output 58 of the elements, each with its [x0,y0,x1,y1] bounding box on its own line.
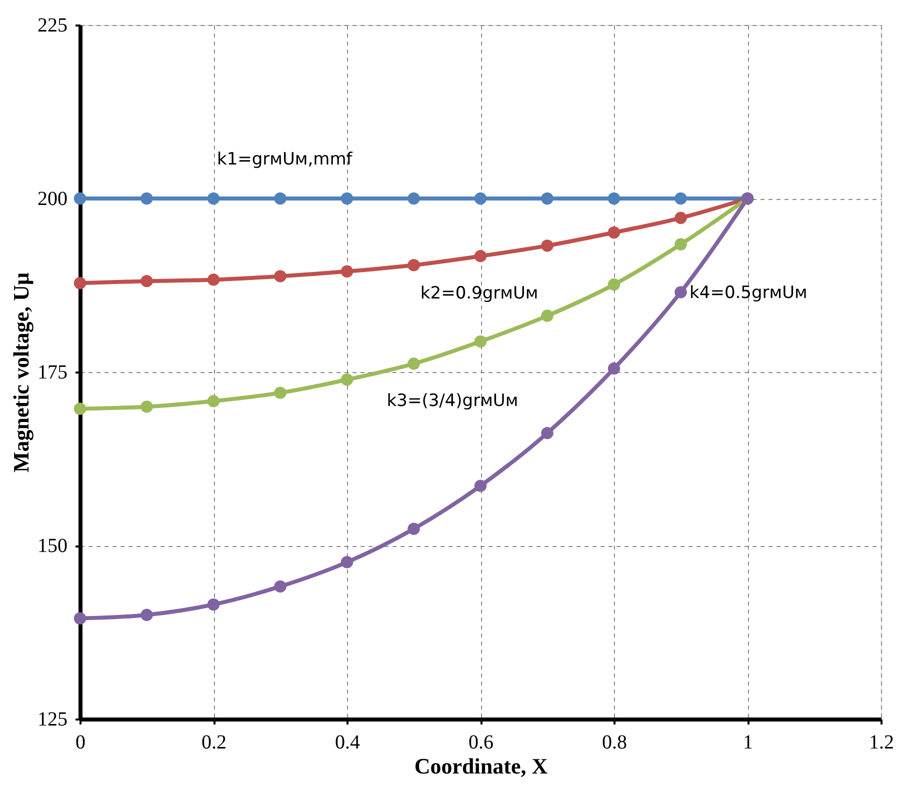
point [207,192,220,205]
y-tick-label: 175 [38,362,68,384]
y-tick-label: 150 [38,535,68,557]
point [674,192,687,205]
annotation: k3=(3/4)grмUм [386,391,518,412]
point [674,212,687,224]
point [207,274,220,286]
point [74,612,86,624]
point [474,250,487,262]
point [340,265,354,278]
point [74,192,86,205]
point [541,192,554,205]
point [274,386,286,399]
point [408,358,420,370]
point [408,522,420,535]
x-tick-label: 0.2 [202,732,226,754]
point [608,362,620,375]
point [140,400,153,413]
annotation: k2=0.9grмUм [420,284,538,304]
point [340,192,354,205]
point [140,274,153,288]
point [274,580,286,593]
point [274,192,286,205]
point [541,426,554,440]
point [674,286,687,298]
point [340,374,354,386]
point [608,278,620,291]
point [140,608,153,622]
point [340,556,354,568]
x-axis-title: Coordinate, X [414,754,548,778]
point [474,192,487,205]
point [608,226,620,239]
point [207,598,220,611]
x-tick-label: 1.2 [869,732,894,754]
y-tick-label: 225 [38,14,68,36]
point [541,310,554,322]
point [541,240,554,252]
y-axis-title: Magnetic voltage, Uμ [8,272,34,473]
point [74,402,86,415]
point [207,395,220,408]
x-tick-label: 0.8 [602,732,627,754]
y-tick-label: 200 [38,188,68,210]
x-tick-label: 0.6 [468,732,494,754]
annotation: k1=grмUм,mmf [216,150,354,170]
point [474,335,487,348]
point [274,270,286,282]
point [408,192,420,205]
annotation: k4=0.5grмUм [690,282,808,303]
point [74,277,86,290]
point [474,480,487,492]
point [408,259,420,272]
point [608,192,620,205]
x-tick-label: 0.4 [335,732,360,754]
x-tick-label: 0 [76,732,86,754]
y-tick-label: 125 [38,708,68,730]
point [140,192,153,205]
point [674,238,687,250]
x-tick-label: 1 [743,732,753,754]
